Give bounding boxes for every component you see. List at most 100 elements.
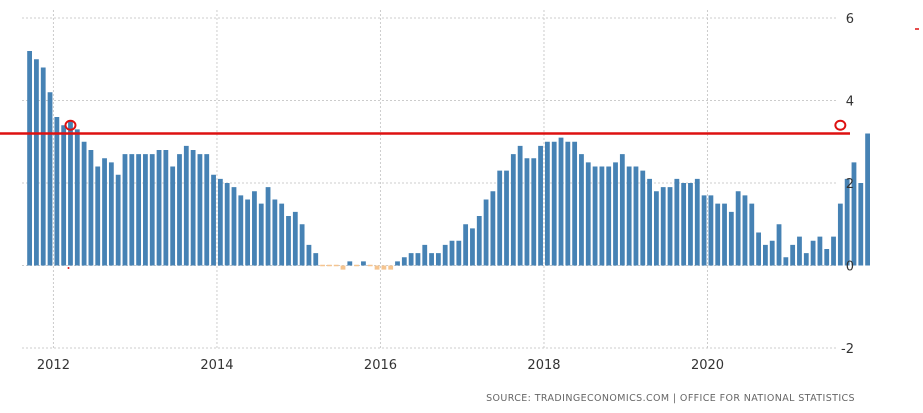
bar bbox=[722, 203, 727, 266]
bar bbox=[517, 145, 523, 266]
bar bbox=[837, 203, 843, 266]
bar bbox=[810, 240, 816, 266]
bar bbox=[708, 195, 714, 266]
bar bbox=[456, 240, 462, 266]
bar bbox=[388, 265, 394, 270]
bar bbox=[688, 183, 693, 266]
bar bbox=[197, 154, 203, 266]
bar bbox=[367, 264, 373, 267]
bar bbox=[361, 261, 366, 266]
bar bbox=[797, 236, 802, 266]
bar bbox=[831, 236, 836, 266]
bar bbox=[381, 265, 387, 270]
x-tick-label: 2020 bbox=[691, 358, 724, 373]
bar bbox=[851, 162, 857, 266]
bar bbox=[579, 154, 584, 266]
bar bbox=[728, 211, 734, 266]
bar bbox=[763, 244, 768, 266]
bar bbox=[756, 232, 761, 266]
bar bbox=[122, 154, 128, 266]
bar bbox=[865, 133, 870, 266]
bar-series bbox=[27, 51, 870, 270]
x-tick-label: 2014 bbox=[200, 358, 233, 373]
bar bbox=[190, 150, 196, 266]
bar bbox=[647, 178, 652, 266]
annotations bbox=[0, 28, 919, 269]
bar bbox=[149, 154, 155, 266]
bar bbox=[286, 216, 291, 266]
annotation-dot bbox=[67, 267, 70, 269]
annotation-marker bbox=[834, 119, 847, 131]
bar bbox=[258, 203, 264, 266]
bar bbox=[183, 145, 189, 266]
bar bbox=[61, 125, 67, 266]
bar bbox=[279, 203, 285, 266]
bar bbox=[136, 154, 142, 266]
bar bbox=[817, 236, 823, 266]
bar bbox=[653, 191, 659, 266]
bar bbox=[667, 187, 673, 266]
bar bbox=[34, 59, 39, 266]
bar bbox=[824, 249, 830, 266]
y-tick-label: 2 bbox=[846, 177, 854, 192]
bar bbox=[47, 92, 53, 266]
bar bbox=[544, 141, 550, 266]
bar bbox=[143, 154, 148, 266]
y-tick-label: 6 bbox=[846, 12, 854, 27]
bar bbox=[551, 141, 557, 266]
bar bbox=[231, 187, 237, 266]
bar bbox=[483, 199, 489, 266]
bar bbox=[395, 261, 400, 266]
bar bbox=[783, 257, 789, 266]
bar bbox=[320, 264, 325, 267]
bar bbox=[408, 253, 414, 266]
bar bbox=[217, 178, 223, 266]
bar bbox=[701, 195, 707, 266]
bar bbox=[619, 154, 625, 266]
bar bbox=[558, 137, 564, 266]
bar bbox=[313, 253, 319, 266]
grid-lines bbox=[22, 10, 836, 349]
bar bbox=[442, 244, 448, 266]
bar bbox=[108, 162, 114, 266]
bar bbox=[660, 187, 666, 266]
bar bbox=[401, 257, 407, 266]
bar bbox=[115, 174, 121, 266]
annotation-marker bbox=[64, 119, 77, 131]
bar bbox=[524, 158, 530, 266]
bar bbox=[633, 166, 639, 266]
bar bbox=[742, 195, 748, 266]
y-tick-label: -2 bbox=[841, 342, 854, 357]
source-note: SOURCE: TRADINGECONOMICS.COM | OFFICE FO… bbox=[486, 393, 855, 404]
bar bbox=[88, 150, 94, 266]
bar bbox=[347, 261, 353, 266]
bar bbox=[163, 150, 169, 266]
bar bbox=[490, 191, 496, 266]
bar bbox=[463, 224, 469, 266]
bar bbox=[81, 141, 87, 266]
bar bbox=[129, 154, 135, 266]
bar bbox=[769, 240, 775, 266]
bar bbox=[177, 154, 182, 266]
bar bbox=[68, 121, 73, 266]
bar bbox=[306, 244, 312, 266]
bar bbox=[74, 129, 80, 266]
bar bbox=[565, 141, 571, 266]
bar bbox=[429, 253, 434, 266]
bar bbox=[299, 224, 305, 266]
axis-labels: 6 4 2 0 -2 2012 2014 2016 2018 2020 bbox=[37, 12, 854, 373]
bar bbox=[531, 158, 537, 266]
bar bbox=[292, 211, 298, 266]
bar bbox=[606, 166, 612, 266]
bar bbox=[374, 265, 380, 270]
bar bbox=[211, 174, 216, 266]
bar bbox=[238, 195, 244, 266]
bar bbox=[674, 178, 680, 266]
bar bbox=[415, 253, 421, 266]
bar bbox=[40, 67, 46, 266]
bar bbox=[694, 178, 700, 266]
bar bbox=[749, 203, 755, 266]
bar bbox=[470, 228, 475, 266]
bar bbox=[156, 150, 162, 266]
